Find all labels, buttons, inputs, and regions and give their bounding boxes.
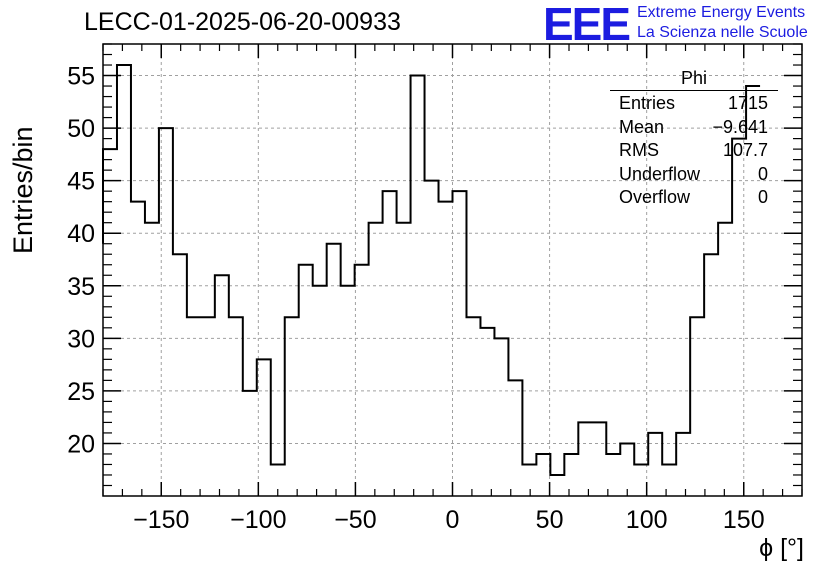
histogram-bin xyxy=(355,265,369,496)
histogram-bin xyxy=(425,181,439,496)
tick-labels: −150 −100 −50 0 50 100 150 20 25 30 35 40 45 50 55 xyxy=(67,63,764,534)
histogram-bin xyxy=(257,359,271,496)
stats-value: −9.641 xyxy=(712,116,768,137)
stats-box-title: Phi xyxy=(610,68,778,91)
histogram-bin xyxy=(439,202,453,496)
histogram-bin xyxy=(662,464,676,496)
y-axis-label: Entries/bin xyxy=(8,126,38,254)
x-tick-label: −50 xyxy=(334,506,376,534)
y-tick-label: 45 xyxy=(67,168,95,196)
stats-key: Underflow xyxy=(619,163,701,184)
x-tick-label: 0 xyxy=(446,506,460,534)
stats-value: 107.7 xyxy=(722,140,768,160)
histogram-bin xyxy=(718,223,732,496)
chart-title: LECC-01-2025-06-20-00933 xyxy=(84,8,401,36)
histogram-bin xyxy=(397,223,411,496)
histogram-bin xyxy=(578,422,592,496)
histogram-bin xyxy=(536,454,550,496)
x-tick-label: 100 xyxy=(626,506,668,534)
histogram-bin xyxy=(117,65,131,496)
stats-key: RMS xyxy=(619,140,659,160)
histogram-bin xyxy=(383,191,397,496)
histogram-bin xyxy=(173,254,187,496)
stats-key: Entries xyxy=(619,93,676,113)
logo-subtitle-line2: La Scienza nelle Scuole xyxy=(637,24,808,41)
stats-value: 0 xyxy=(757,163,768,184)
y-tick-label: 30 xyxy=(67,325,95,353)
histogram-bin xyxy=(522,464,536,496)
stats-key: Mean xyxy=(619,116,665,137)
histogram-bin xyxy=(187,317,201,496)
histogram-bins xyxy=(102,64,761,496)
histogram-bin xyxy=(229,317,243,496)
histogram-bin xyxy=(201,317,215,496)
histogram-bin xyxy=(215,275,229,496)
stats-value: 1715 xyxy=(727,93,768,113)
eee-logo: EEE xyxy=(543,0,631,50)
histogram-bin xyxy=(690,317,704,496)
stats-row-underflow: Underflow 0 xyxy=(610,164,778,188)
histogram-bin xyxy=(453,191,467,496)
axis-ticks xyxy=(102,43,803,496)
histogram-bin xyxy=(327,244,341,496)
y-tick-label: 35 xyxy=(67,273,95,301)
histogram-bin xyxy=(145,223,159,496)
logo-subtitle-line1: Extreme Energy Events xyxy=(637,4,806,21)
stats-box: Phi Entries 1715 Mean −9.641 RMS 107.7 U… xyxy=(610,68,778,211)
x-tick-label: 50 xyxy=(536,506,564,534)
x-tick-label: 150 xyxy=(723,506,765,534)
stats-row-entries: Entries 1715 xyxy=(610,93,778,117)
histogram-outline xyxy=(102,64,761,476)
y-tick-label: 40 xyxy=(67,220,95,248)
x-tick-label: −100 xyxy=(230,506,286,534)
histogram-bin xyxy=(648,433,662,496)
y-tick-label: 25 xyxy=(67,378,95,406)
histogram-bin xyxy=(592,422,606,496)
histogram-bin xyxy=(676,433,690,496)
histogram-bin xyxy=(299,265,313,496)
histogram-bin xyxy=(480,328,494,496)
stats-row-mean: Mean −9.641 xyxy=(610,117,778,141)
y-tick-label: 55 xyxy=(67,63,95,91)
y-tick-label: 20 xyxy=(67,430,95,458)
histogram-bin xyxy=(285,317,299,496)
stats-row-overflow: Overflow 0 xyxy=(610,187,778,211)
stats-value: 0 xyxy=(757,187,768,207)
histogram-bin xyxy=(508,380,522,496)
x-axis-label: ϕ [°] xyxy=(759,534,804,562)
stats-key: Overflow xyxy=(619,187,691,207)
histogram-bin xyxy=(369,223,383,496)
histogram-bin xyxy=(564,454,578,496)
grid-lines xyxy=(103,44,802,496)
histogram-bin xyxy=(341,286,355,496)
histogram-bin xyxy=(131,202,145,496)
histogram-bin xyxy=(620,443,634,496)
x-tick-label: −150 xyxy=(133,506,189,534)
stats-row-rms: RMS 107.7 xyxy=(610,140,778,164)
histogram-bin xyxy=(704,254,718,496)
histogram-bin xyxy=(550,475,564,496)
histogram-bin xyxy=(466,317,480,496)
y-tick-label: 50 xyxy=(67,115,95,143)
histogram-bin xyxy=(494,338,508,496)
